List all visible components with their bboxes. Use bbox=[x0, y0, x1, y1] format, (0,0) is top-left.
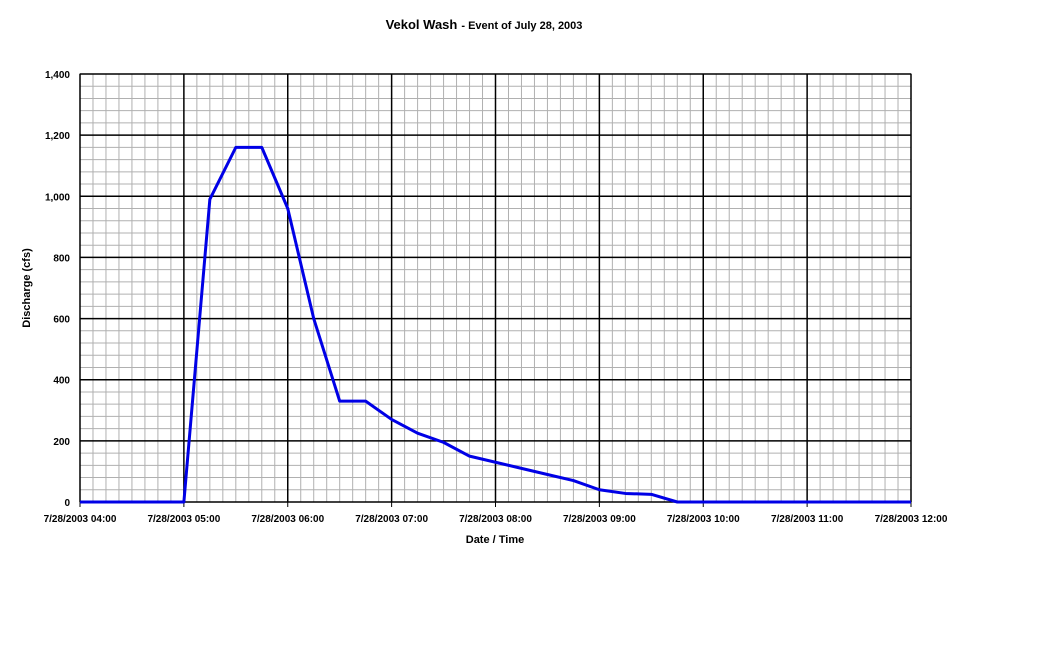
x-tick-label: 7/28/2003 06:00 bbox=[251, 514, 324, 525]
y-tick-label: 400 bbox=[53, 376, 70, 387]
x-tick-label: 7/28/2003 04:00 bbox=[44, 514, 117, 525]
y-tick-label: 1,400 bbox=[45, 70, 70, 81]
y-axis-label: Discharge (cfs) bbox=[21, 248, 33, 328]
x-tick-label: 7/28/2003 12:00 bbox=[875, 514, 948, 525]
x-tick-label: 7/28/2003 09:00 bbox=[563, 514, 636, 525]
x-tick-label: 7/28/2003 08:00 bbox=[459, 514, 532, 525]
y-tick-label: 0 bbox=[64, 498, 70, 509]
x-axis-label: Date / Time bbox=[466, 534, 525, 546]
subtitle: - Event of July 28, 2003 bbox=[461, 20, 582, 32]
y-tick-label: 1,000 bbox=[45, 192, 70, 203]
x-tick-label: 7/28/2003 07:00 bbox=[355, 514, 428, 525]
title: Vekol Wash bbox=[386, 17, 458, 32]
x-tick-label: 7/28/2003 11:00 bbox=[771, 514, 844, 525]
y-tick-label: 200 bbox=[53, 437, 70, 448]
y-tick-label: 1,200 bbox=[45, 131, 70, 142]
data-line bbox=[80, 145, 911, 504]
plot-border bbox=[79, 73, 912, 503]
y-tick-label: 600 bbox=[53, 315, 70, 326]
x-tick-label: 7/28/2003 10:00 bbox=[667, 514, 740, 525]
x-tick-label: 7/28/2003 05:00 bbox=[147, 514, 220, 525]
chart-title: Vekol Wash - Event of July 28, 2003 bbox=[386, 17, 583, 32]
y-tick-label: 800 bbox=[53, 253, 70, 264]
